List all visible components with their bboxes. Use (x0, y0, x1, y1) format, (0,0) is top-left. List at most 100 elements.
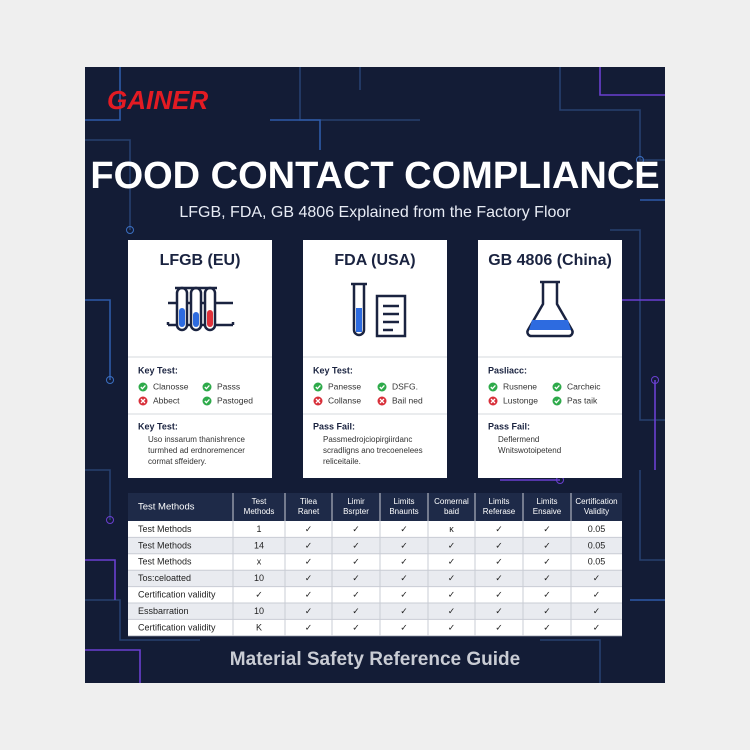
table-cell: Test Methods (138, 524, 192, 534)
table-cell: ✓ (593, 589, 601, 599)
card-text: scradligns ano trecoenelees (323, 446, 423, 455)
footer: Material Safety Reference Guide (230, 649, 520, 670)
table-cell: ✓ (543, 557, 551, 567)
item-text: Rusnene (503, 381, 537, 391)
status-glyph (554, 398, 560, 404)
status-glyph (204, 384, 210, 390)
card-text: turmhed ad erdnoremencer (148, 446, 245, 455)
table-cell: ✓ (448, 589, 456, 599)
card-title: GB 4806 (China) (488, 252, 612, 269)
status-icon (313, 382, 323, 392)
table-row-bg (128, 586, 622, 603)
table-header: Limir (347, 497, 365, 506)
table-cell: ✓ (352, 540, 360, 550)
table-cell: ✓ (352, 573, 360, 583)
card-text: Passmedrojciopirgiirdanc (323, 435, 412, 444)
status-icon (552, 396, 562, 406)
table-cell: Certification validity (138, 589, 216, 599)
table-header: Ensaive (533, 507, 562, 516)
table-cell: ✓ (400, 573, 408, 583)
card-bg (128, 240, 272, 478)
table-cell: ✓ (495, 524, 503, 534)
title: FOOD CONTACT COMPLIANCE (90, 155, 659, 197)
card: GB 4806 (China) Pasliacc: Rusnene Carcheic L… (478, 240, 622, 478)
card: LFGB (EU) Key Test: Clanosse Passs Abbect Pas… (128, 240, 272, 478)
table-cell: ✓ (495, 606, 503, 616)
table-cell: 10 (254, 573, 264, 583)
status-glyph (140, 398, 146, 404)
table-cell: ✓ (448, 557, 456, 567)
section-label: Pass Fail: (313, 421, 355, 431)
table-cell: Tos:celoatted (138, 573, 191, 583)
status-glyph (490, 398, 496, 404)
logo: GAINER (107, 85, 208, 115)
table-cell: ✓ (543, 606, 551, 616)
item-text: Panesse (328, 381, 361, 391)
table-cell: ĸ (449, 524, 454, 534)
status-glyph (379, 398, 385, 404)
card-text: cormat sffeidery. (148, 457, 206, 466)
status-glyph (315, 384, 321, 390)
table-cell: ✓ (448, 606, 456, 616)
status-icon (488, 382, 498, 392)
table-cell: 0.05 (588, 540, 606, 550)
subtitle: LFGB, FDA, GB 4806 Explained from the Fa… (179, 204, 571, 221)
item-text: DSFG. (392, 381, 418, 391)
item-text: Lustonge (503, 395, 538, 405)
card-text: Wnitswotoipetend (498, 446, 561, 455)
table-cell: ✓ (593, 622, 601, 632)
item-text: Pas taik (567, 395, 598, 405)
card-icon (351, 282, 407, 338)
card-text: Uso inssarum thanishrence (148, 435, 245, 444)
status-icon (377, 382, 387, 392)
table-row-bg (128, 537, 622, 554)
circuit-decoration (85, 67, 665, 683)
status-icon (552, 382, 562, 392)
section-label: Pass Fail: (488, 421, 530, 431)
table-cell: ✓ (593, 573, 601, 583)
card-icon (526, 280, 574, 338)
status-glyph (490, 384, 496, 390)
item-text: Clanosse (153, 381, 189, 391)
item-text: Bail ned (392, 395, 423, 405)
table-cell: ✓ (352, 606, 360, 616)
table-header: Bsrpter (343, 507, 369, 516)
section-label: Key Test: (138, 421, 178, 431)
section-label: Key Test: (138, 365, 178, 375)
table-cell: ✓ (543, 622, 551, 632)
table-cell: Test Methods (138, 540, 192, 550)
table-header: Validity (584, 507, 609, 516)
table-cell: K (256, 622, 262, 632)
table-cell: ✓ (400, 606, 408, 616)
status-icon (138, 382, 148, 392)
card-icon (166, 286, 235, 332)
status-glyph (315, 398, 321, 404)
table-cell: ✓ (593, 606, 601, 616)
table-cell: ✓ (543, 540, 551, 550)
table-cell: ✓ (400, 540, 408, 550)
table-cell: ✓ (400, 524, 408, 534)
card: FDA (USA) Key Test: Panesse DSFG. Collanse Ba… (303, 240, 447, 478)
table-cell: Test Methods (138, 557, 192, 567)
table-cell: ✓ (305, 540, 313, 550)
table-cell: 14 (254, 540, 264, 550)
table-cell: ✓ (495, 557, 503, 567)
table-row-bg (128, 570, 622, 587)
table-cell: 1 (256, 524, 261, 534)
table-header: baid (444, 507, 459, 516)
status-glyph (554, 384, 560, 390)
table-cell: ✓ (305, 606, 313, 616)
table-header: Certification (575, 497, 617, 506)
table-cell: ✓ (305, 589, 313, 599)
status-glyph (204, 398, 210, 404)
table-cell: 0.05 (588, 557, 606, 567)
item-text: Pastoged (217, 395, 253, 405)
table-cell: x (257, 557, 262, 567)
table-header: Limits (394, 497, 415, 506)
status-glyph (379, 384, 385, 390)
table-cell: ✓ (495, 622, 503, 632)
table-row-bg (128, 619, 622, 636)
table-header: Test (252, 497, 267, 506)
